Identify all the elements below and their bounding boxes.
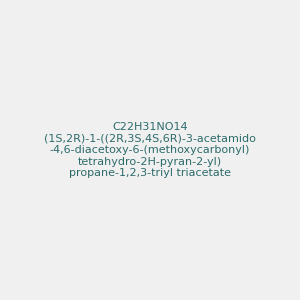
- Text: C22H31NO14
(1S,2R)-1-((2R,3S,4S,6R)-3-acetamido
-4,6-diacetoxy-6-(methoxycarbony: C22H31NO14 (1S,2R)-1-((2R,3S,4S,6R)-3-ac…: [44, 122, 256, 178]
